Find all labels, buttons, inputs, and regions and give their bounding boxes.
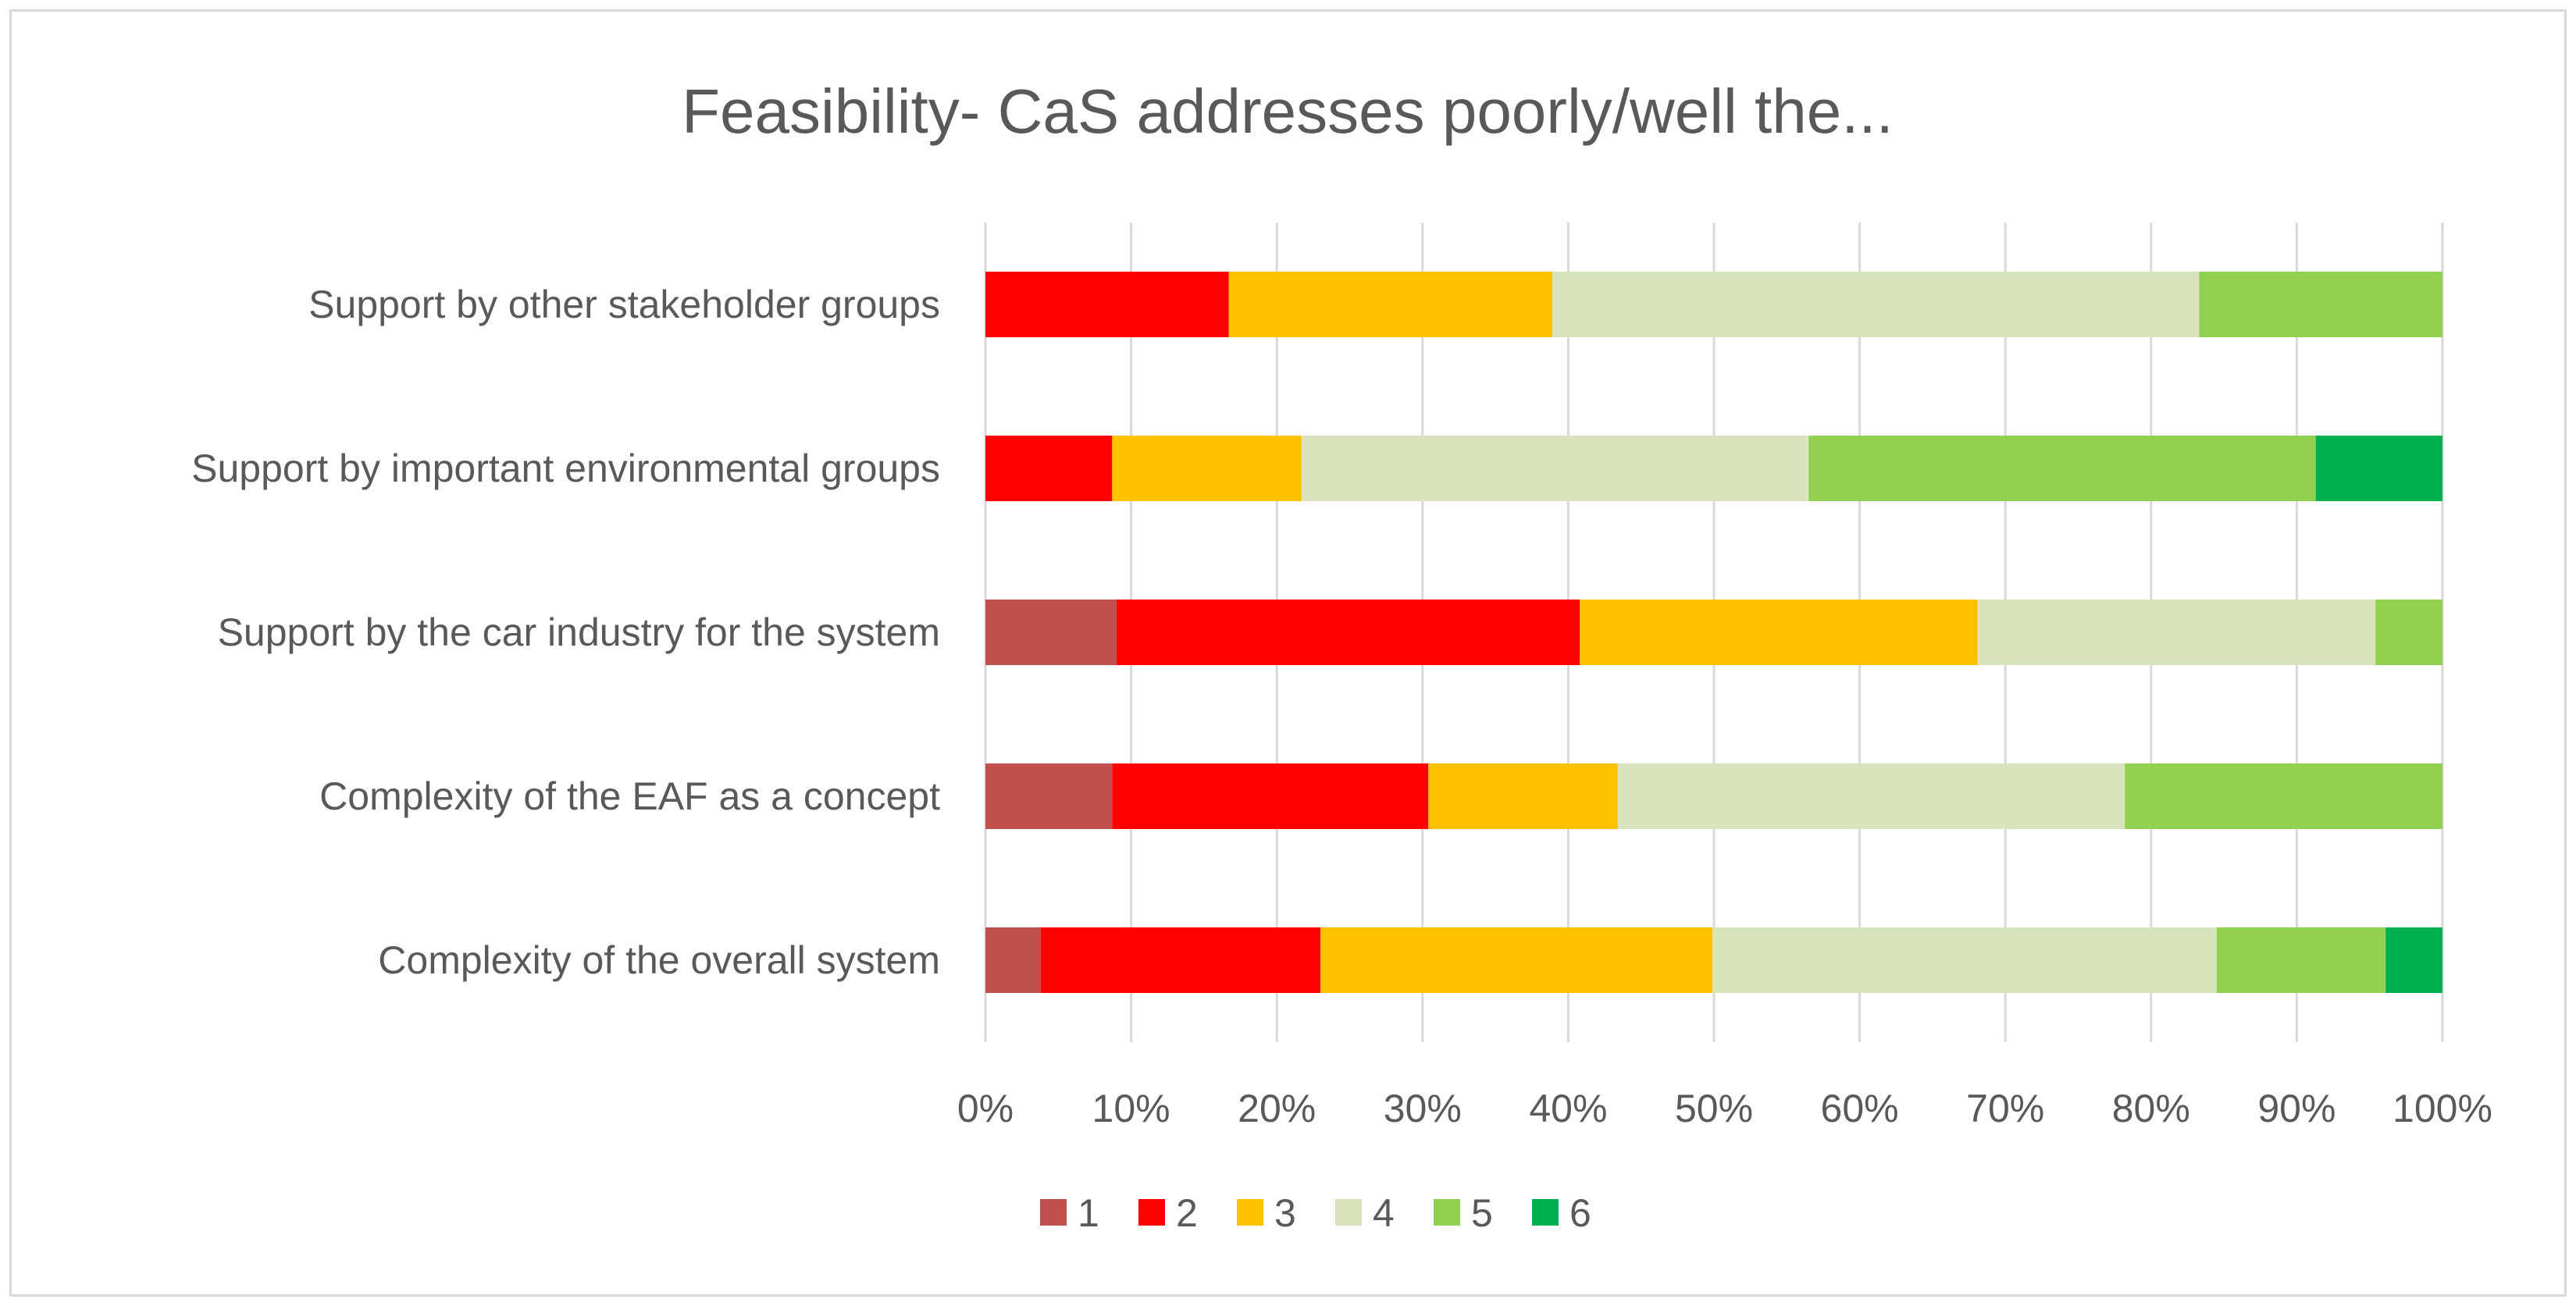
bar-segment-series-2 (1112, 763, 1429, 829)
bars (985, 272, 2442, 993)
bar-segment-series-6 (2315, 436, 2442, 501)
x-tick-label: 10% (1092, 1087, 1170, 1130)
legend-swatch-series-5 (1434, 1199, 1460, 1226)
bar-segment-series-2 (1040, 927, 1321, 993)
category-label: Support by the car industry for the syst… (218, 610, 940, 654)
bar-segment-series-4 (1712, 927, 2217, 993)
x-tick-label: 90% (2257, 1087, 2336, 1130)
legend-label: 2 (1176, 1191, 1198, 1235)
x-tick-label: 80% (2112, 1087, 2190, 1130)
x-tick-label: 0% (957, 1087, 1014, 1130)
legend-swatch-series-2 (1138, 1199, 1165, 1226)
bar-segment-series-3 (1580, 600, 1978, 665)
x-tick-label: 30% (1384, 1087, 1462, 1130)
bar-segment-series-5 (1808, 436, 2316, 501)
x-tick-label: 70% (1966, 1087, 2044, 1130)
category-label: Complexity of the overall system (378, 938, 940, 982)
bar-segment-series-6 (2385, 927, 2442, 993)
category-labels: Support by other stakeholder groups Suppo… (191, 283, 940, 982)
bar-segment-series-5 (2216, 927, 2386, 993)
bar-segment-series-4 (1617, 763, 2125, 829)
category-label: Complexity of the EAF as a concept (319, 774, 940, 818)
bar-segment-series-2 (1116, 600, 1580, 665)
legend-swatch-series-6 (1532, 1199, 1559, 1226)
bar-segment-series-1 (985, 927, 1041, 993)
legend-label: 4 (1373, 1191, 1395, 1235)
x-tick-label: 20% (1238, 1087, 1316, 1130)
bar-segment-series-1 (985, 763, 1113, 829)
bar-segment-series-3 (1428, 763, 1618, 829)
x-tick-label: 40% (1529, 1087, 1607, 1130)
legend-label: 5 (1471, 1191, 1493, 1235)
legend-swatch-series-3 (1237, 1199, 1263, 1226)
category-label: Support by other stakeholder groups (308, 283, 940, 326)
bar-segment-series-3 (1228, 272, 1552, 337)
legend-label: 6 (1569, 1191, 1591, 1235)
bar-segment-series-2 (985, 272, 1229, 337)
x-tick-label: 60% (1821, 1087, 1899, 1130)
bar-segment-series-5 (2375, 600, 2442, 665)
bar-segment-series-5 (2199, 272, 2442, 337)
bar-segment-series-4 (1552, 272, 2200, 337)
bar-segment-series-4 (1301, 436, 1809, 501)
legend: 1 2 3 4 5 6 (1040, 1191, 1591, 1235)
legend-label: 1 (1078, 1191, 1099, 1235)
bar-segment-series-3 (1320, 927, 1713, 993)
category-label: Support by important environmental group… (191, 447, 940, 490)
legend-swatch-series-4 (1335, 1199, 1362, 1226)
bar-segment-series-5 (2125, 763, 2442, 829)
bar-segment-series-2 (985, 436, 1113, 501)
bar-segment-series-3 (1112, 436, 1302, 501)
legend-label: 3 (1274, 1191, 1296, 1235)
legend-swatch-series-1 (1040, 1199, 1067, 1226)
x-tick-label: 100% (2393, 1087, 2492, 1130)
x-axis-ticks: 0% 10% 20% 30% 40% 50% 60% 70% 80% 90% 100% (957, 1087, 2492, 1130)
chart-title: Feasibility- CaS addresses poorly/well t… (682, 77, 1894, 146)
bar-segment-series-1 (985, 600, 1117, 665)
x-tick-label: 50% (1675, 1087, 1753, 1130)
bar-segment-series-4 (1977, 600, 2376, 665)
